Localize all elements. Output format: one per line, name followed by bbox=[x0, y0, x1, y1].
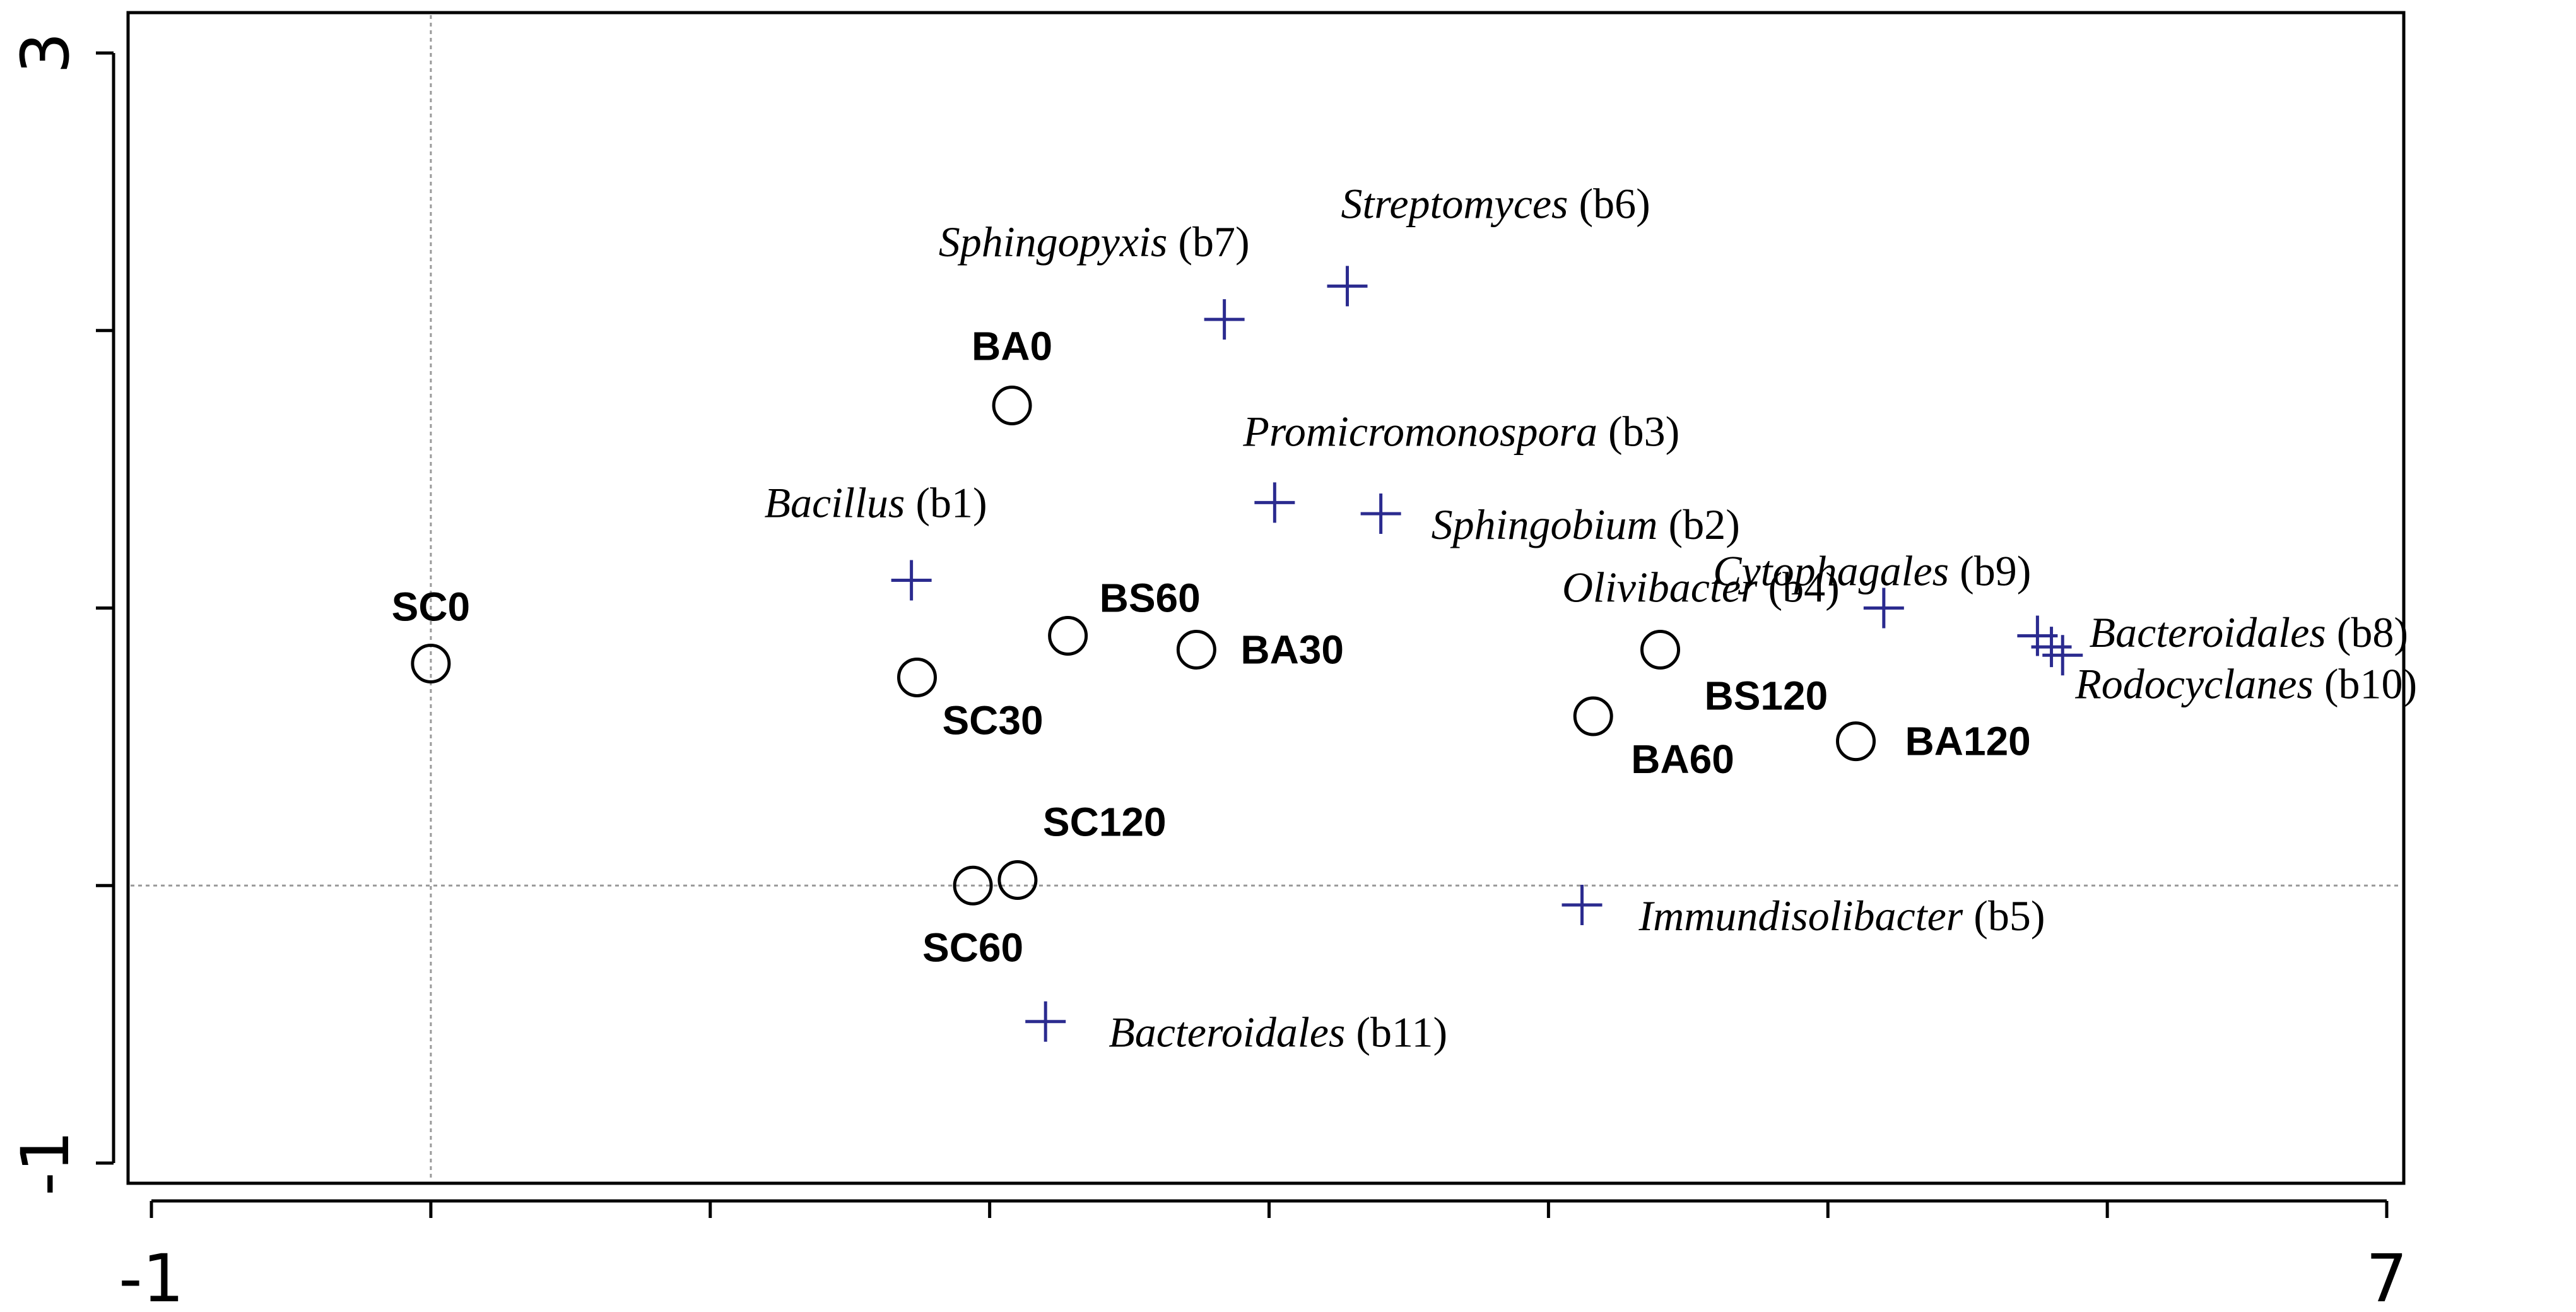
x-tick-label-max: 7 bbox=[2366, 1240, 2408, 1312]
sample-label: SC60 bbox=[922, 925, 1023, 970]
sample-point bbox=[1573, 696, 1613, 736]
taxon-label: Sphingobium (b2) bbox=[1432, 500, 1740, 548]
taxon-label: Sphingopyxis (b7) bbox=[939, 218, 1250, 266]
sample-label: SC120 bbox=[1043, 799, 1167, 844]
taxon-label: Olivibacter (b4) bbox=[1562, 564, 1840, 612]
sample-point bbox=[992, 385, 1032, 425]
y-axis bbox=[96, 51, 115, 1165]
sample-label: SC0 bbox=[392, 584, 471, 629]
sample-point bbox=[1176, 629, 1216, 670]
taxon-label: Bacteroidales (b8) bbox=[2090, 608, 2408, 656]
sample-point bbox=[953, 865, 993, 906]
sample-label: BA120 bbox=[1905, 719, 2031, 764]
sample-label: BS60 bbox=[1100, 575, 1201, 620]
plot-frame bbox=[126, 11, 2406, 1185]
sample-label: BA0 bbox=[972, 323, 1052, 369]
taxon-label: Cytophagales (b9) bbox=[1713, 547, 2031, 594]
sample-label: BA30 bbox=[1240, 627, 1344, 672]
sample-label: BA60 bbox=[1631, 736, 1734, 782]
y-tick-label-min: -1 bbox=[7, 1130, 84, 1196]
sample-label: SC30 bbox=[942, 697, 1043, 743]
taxon-label: Immundisolibacter (b5) bbox=[1638, 892, 2045, 940]
sample-point bbox=[1836, 721, 1876, 762]
reference-lines bbox=[131, 15, 2401, 1181]
sample-point bbox=[411, 643, 451, 683]
sample-point bbox=[1048, 615, 1088, 656]
taxon-label: Promicromonospora (b3) bbox=[1242, 407, 1679, 455]
x-axis bbox=[150, 1199, 2389, 1218]
sample-label: BS120 bbox=[1705, 673, 1828, 718]
sample-point bbox=[1640, 629, 1681, 670]
taxon-label: Streptomyces (b6) bbox=[1341, 179, 1650, 227]
sample-point bbox=[897, 657, 937, 697]
data-points: SC0 BA0 BS60 BA30 SC30 BS120 BA60 BA120 SC120 SC6… bbox=[392, 179, 2418, 1056]
taxon-label: Bacillus (b1) bbox=[764, 479, 987, 527]
taxon-label: Rodocyclanes (b10) bbox=[2074, 659, 2417, 707]
taxon-label: Bacteroidales (b11) bbox=[1109, 1008, 1447, 1056]
sample-point bbox=[997, 860, 1038, 900]
y-tick-label-max: 3 bbox=[7, 32, 84, 74]
x-tick-label-min: -1 bbox=[119, 1240, 184, 1312]
